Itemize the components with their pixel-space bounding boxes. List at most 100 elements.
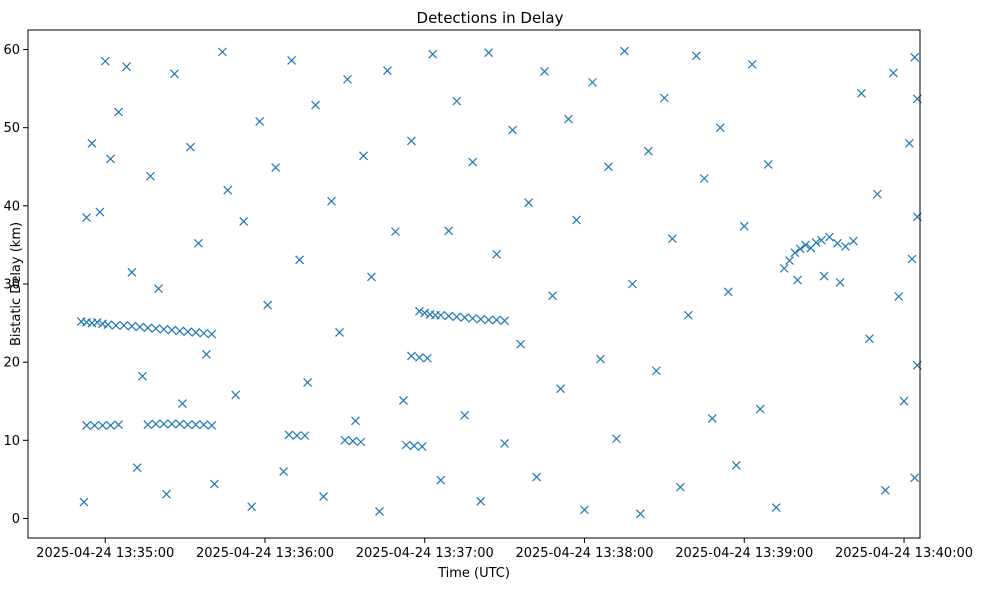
- data-point: [271, 163, 281, 172]
- data-point: [146, 171, 155, 181]
- x-tick-label: 2025-04-24 13:40:00: [835, 546, 973, 561]
- data-point: [300, 431, 310, 441]
- data-point: [825, 232, 834, 242]
- data-point: [795, 244, 805, 254]
- data-point: [292, 431, 302, 441]
- data-point: [548, 291, 557, 301]
- data-point: [484, 315, 494, 325]
- data-point: [375, 507, 384, 516]
- data-point: [82, 421, 92, 430]
- data-point: [723, 287, 733, 297]
- data-point: [763, 160, 773, 169]
- data-point: [572, 215, 581, 225]
- data-point: [436, 475, 446, 485]
- x-axis: 2025-04-24 13:35:00 2025-04-24 13:36:00 20…: [36, 538, 973, 561]
- data-point: [287, 56, 297, 65]
- data-point: [620, 46, 629, 56]
- data-point: [284, 430, 294, 440]
- data-point: [452, 96, 462, 106]
- data-point: [95, 207, 105, 217]
- y-tick-label: 10: [3, 434, 20, 449]
- data-point: [675, 482, 685, 492]
- data-point: [303, 378, 313, 387]
- data-point: [422, 353, 432, 363]
- data-point: [348, 436, 358, 446]
- data-point: [414, 353, 424, 362]
- y-axis: 0 10 20 30 40 50 60: [3, 43, 28, 527]
- data-point: [367, 272, 376, 282]
- data-point: [612, 434, 621, 444]
- y-tick-label: 0: [12, 512, 20, 527]
- points-layer: [76, 46, 922, 519]
- data-point: [643, 146, 653, 156]
- data-point: [849, 236, 858, 246]
- data-point: [183, 420, 193, 430]
- data-point: [82, 213, 92, 222]
- data-point: [143, 323, 153, 333]
- y-tick-label: 60: [3, 43, 20, 58]
- data-point: [127, 321, 137, 331]
- data-point: [351, 416, 360, 426]
- data-point: [699, 174, 709, 183]
- data-point: [154, 284, 163, 294]
- data-point: [707, 414, 717, 423]
- data-point: [327, 196, 336, 206]
- data-point: [444, 311, 454, 321]
- data-point: [401, 440, 411, 450]
- data-point: [580, 505, 589, 515]
- data-point: [151, 419, 161, 429]
- data-point: [191, 420, 201, 430]
- data-point: [319, 492, 328, 502]
- data-point: [79, 497, 89, 507]
- data-point: [209, 479, 219, 489]
- data-point: [540, 66, 549, 76]
- data-point: [604, 162, 613, 172]
- data-point: [199, 420, 209, 430]
- data-point: [468, 157, 478, 167]
- data-point: [771, 503, 781, 512]
- data-point: [391, 227, 400, 237]
- data-point: [122, 62, 131, 72]
- data-point: [340, 435, 350, 445]
- data-point: [811, 238, 821, 248]
- x-tick-label: 2025-04-24 13:35:00: [36, 546, 174, 561]
- data-point: [428, 49, 438, 59]
- data-point: [888, 68, 898, 78]
- data-point: [151, 324, 161, 333]
- data-point: [460, 313, 470, 323]
- data-point: [894, 292, 904, 301]
- data-point: [492, 315, 502, 325]
- data-point: [856, 88, 866, 98]
- data-point: [524, 198, 534, 208]
- data-point: [343, 74, 352, 84]
- data-point: [516, 339, 526, 349]
- data-point: [255, 117, 265, 126]
- data-point: [185, 142, 195, 152]
- data-point: [223, 185, 233, 195]
- data-point: [159, 419, 169, 429]
- data-point: [739, 221, 749, 231]
- data-point: [801, 240, 810, 250]
- data-point: [399, 396, 408, 405]
- data-point: [295, 255, 305, 265]
- y-tick-label: 40: [3, 199, 20, 214]
- data-point: [407, 136, 416, 146]
- data-point: [311, 100, 320, 110]
- data-point: [143, 420, 153, 430]
- data-point: [864, 334, 874, 344]
- data-point: [715, 123, 725, 133]
- data-point: [444, 226, 454, 236]
- data-point: [476, 496, 486, 506]
- chart-title: Detections in Delay: [417, 9, 564, 27]
- y-tick-label: 20: [3, 356, 20, 371]
- data-point: [231, 390, 241, 400]
- data-point: [417, 442, 427, 451]
- data-point: [335, 328, 344, 337]
- data-point: [193, 238, 203, 248]
- x-tick-label: 2025-04-24 13:36:00: [196, 546, 334, 561]
- data-point: [460, 410, 470, 420]
- data-point: [100, 56, 110, 66]
- data-point: [207, 329, 217, 339]
- data-point: [247, 502, 257, 512]
